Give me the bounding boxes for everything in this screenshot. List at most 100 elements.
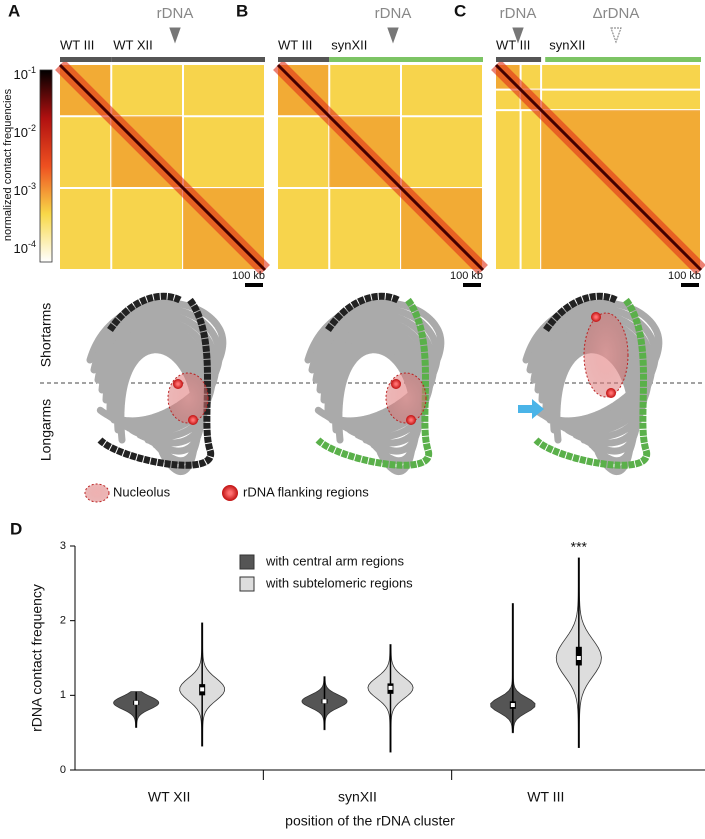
y-tick-label: 1: [60, 689, 66, 701]
chromosome-strand: [526, 305, 659, 429]
chromosome-strand: [538, 323, 649, 441]
y-tick-label: 0: [60, 764, 66, 776]
chromosome-highlight: [543, 292, 618, 333]
rdna-marker: [387, 27, 399, 44]
rdna-flank: [173, 379, 183, 389]
short-arms-label: Shortarms: [38, 303, 54, 368]
panel-letter: D: [10, 519, 22, 538]
rdna-icon: [222, 485, 238, 501]
rdna-flank: [406, 415, 416, 425]
colorbar-tick: 10-4: [14, 239, 36, 256]
x-tick-label: WT XII: [148, 789, 191, 805]
nucleolus-icon: [84, 483, 110, 503]
colorbar-tick: 10-1: [14, 65, 36, 82]
rdna-flank: [391, 379, 401, 389]
x-tick-label: synXII: [338, 789, 377, 805]
rdna-marker: [610, 27, 622, 44]
rdna-marker-label: rDNA: [157, 5, 194, 22]
nucleolus: [167, 372, 209, 424]
y-axis-label: rDNA contact frequency: [29, 584, 45, 732]
chromosome-strand: [102, 323, 213, 441]
tick-base: 10: [14, 67, 28, 82]
median: [322, 699, 327, 704]
structure: [86, 292, 227, 475]
median: [200, 687, 205, 692]
chromosome-highlight: [533, 297, 650, 469]
scale-bar: [681, 283, 699, 287]
structure: [304, 292, 445, 475]
rdna-marker: [512, 27, 524, 44]
chromosome-strand: [542, 329, 645, 447]
legend-label: with central arm regions: [265, 553, 404, 568]
colorbar: [39, 69, 53, 263]
track-bar: [545, 57, 701, 62]
track-bar: [496, 57, 542, 62]
median: [510, 703, 515, 708]
arrow: [518, 399, 544, 419]
panel-letter: A: [8, 1, 20, 20]
chromosome-highlight: [97, 297, 214, 469]
chromosome-strand: [106, 329, 209, 447]
rdna-flank: [606, 388, 616, 398]
chromosome-strand: [553, 346, 636, 475]
long-arms-label: Longarms: [38, 399, 54, 461]
panel-letter: C: [454, 1, 466, 20]
tick-exp: -2: [28, 123, 36, 133]
legend-swatch: [239, 576, 255, 592]
rdna-marker-label: ΔrDNA: [593, 5, 640, 22]
x-tick-label: WT III: [527, 789, 564, 805]
nucleolus: [385, 372, 427, 424]
legend-label: with subtelomeric regions: [265, 575, 413, 590]
panel-letter: B: [236, 1, 248, 20]
scale-label: 100 kb: [668, 270, 701, 282]
track-label: WT III: [278, 37, 312, 52]
chromosome-strand: [308, 305, 441, 429]
track-bar: [60, 57, 112, 62]
median: [134, 700, 139, 705]
chromosome-strand: [312, 311, 438, 432]
rdna-marker-label: rDNA: [500, 5, 537, 22]
y-tick-label: 2: [60, 615, 66, 627]
colorbar-label: normalized contact frequencies: [2, 88, 14, 241]
tick-exp: -3: [28, 181, 36, 191]
track-label: synXII: [549, 37, 585, 52]
legend-rdna: rDNA flanking regions: [243, 484, 369, 499]
rdna-flank: [188, 415, 198, 425]
tick-base: 10: [14, 241, 28, 256]
colorbar-tick: 10-3: [14, 181, 36, 198]
legend-nucleolus: Nucleolus: [113, 484, 171, 499]
chromosome-strand: [530, 311, 656, 432]
tick-base: 10: [14, 183, 28, 198]
median: [388, 685, 393, 690]
chromosome-strand: [320, 323, 431, 441]
legend-swatch: [239, 554, 255, 570]
track-label: WT III: [496, 37, 530, 52]
heatmap-diagonal: [276, 63, 485, 272]
track-bar: [111, 57, 265, 62]
track-label: WT III: [60, 37, 94, 52]
chromosome-highlight: [107, 292, 182, 333]
chromosome-strand: [324, 329, 427, 447]
y-tick-label: 3: [60, 540, 66, 552]
tick-exp: -1: [28, 65, 36, 75]
scale-label: 100 kb: [450, 270, 483, 282]
tick-base: 10: [14, 125, 28, 140]
scale-label: 100 kb: [232, 270, 265, 282]
rdna-flank: [591, 312, 601, 322]
chromosome-strand: [94, 311, 220, 432]
nucleolus: [583, 312, 629, 398]
track-bar: [278, 57, 330, 62]
x-axis-label: position of the rDNA cluster: [285, 813, 455, 829]
tick-exp: -4: [28, 239, 36, 249]
chromosome-highlight: [315, 297, 432, 469]
rdna-marker: [169, 27, 181, 44]
median: [576, 656, 581, 660]
track-label: synXII: [331, 37, 367, 52]
track-bar: [329, 57, 483, 62]
track-label: WT XII: [113, 37, 152, 52]
heatmap-diagonal: [58, 63, 267, 272]
significance: ***: [571, 539, 588, 555]
scale-bar: [463, 283, 481, 287]
rdna-marker-label: rDNA: [375, 5, 412, 22]
scale-bar: [245, 283, 263, 287]
